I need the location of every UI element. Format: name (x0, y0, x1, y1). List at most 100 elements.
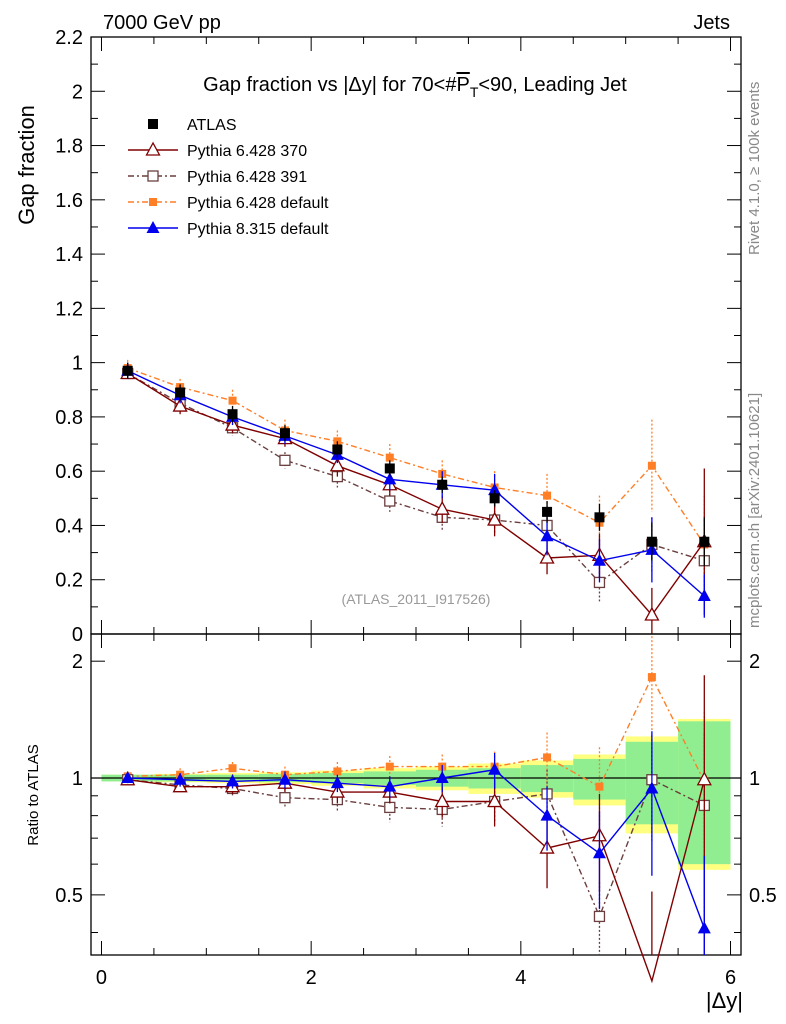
point-p370 (329, 457, 345, 472)
point-data (699, 536, 710, 547)
point-p6def (543, 491, 552, 500)
title-tail: <90, Leading Jet (478, 74, 627, 96)
point-data (542, 506, 553, 517)
point-p8 (697, 921, 711, 934)
series-line-p8 (127, 370, 705, 597)
point-p8 (697, 589, 711, 602)
legend-item-p6def: Pythia 6.428 default (128, 195, 329, 212)
analysis-watermark: (ATLAS_2011_I917526) (342, 591, 491, 607)
point-p391 (279, 454, 291, 466)
ratio-plot: 0.5 0.5 1 1 2 2 0 2 4 6 (55, 633, 777, 989)
point-data (175, 387, 186, 398)
series-p6def (123, 359, 709, 594)
point-p370 (644, 606, 660, 621)
point-p6def (595, 782, 604, 791)
legend-item-p370: Pythia 6.428 370 (128, 141, 307, 160)
legend-label: ATLAS (187, 117, 237, 134)
series-line-p6def (127, 675, 705, 788)
main-plot: 0 0.2 0.4 0.6 0.8 1 1.2 1.4 1.6 1.8 2 2.2 (55, 27, 742, 646)
ytick-label: 2.2 (55, 27, 83, 49)
point-p391 (593, 910, 606, 923)
legend-label: Pythia 6.428 391 (187, 169, 307, 186)
ratio-ytick-label: 2 (72, 651, 83, 673)
point-p8 (592, 553, 606, 566)
point-p6def (385, 453, 394, 462)
ytick-label: 1.2 (55, 298, 83, 320)
legend-item-p8: Pythia 8.315 default (128, 221, 329, 238)
point-p6def (228, 764, 237, 773)
mcplots-label: mcplots.cern.ch [arXiv:2401.10621] (746, 393, 763, 628)
point-p391 (279, 792, 291, 804)
point-data (279, 428, 290, 439)
point-p8 (488, 762, 502, 775)
ytick-label: 1.4 (55, 244, 83, 266)
legend: ATLAS Pythia 6.428 370 Pythia 6.428 391 Pyt… (128, 117, 329, 238)
series-line-p8 (127, 769, 705, 929)
ytick-label: 1.8 (55, 136, 83, 158)
series-line-p6def (127, 367, 705, 545)
legend-marker (149, 198, 157, 206)
point-p6def (385, 762, 394, 771)
ytick-label: 2 (72, 81, 83, 103)
ytick-label: 1.6 (55, 190, 83, 212)
point-data (384, 463, 395, 474)
legend-marker (147, 170, 159, 182)
point-p370 (696, 771, 712, 786)
point-data (437, 479, 448, 490)
ratio-ylabel: Ratio to ATLAS (25, 744, 42, 845)
ratio-xtick-label: 2 (306, 967, 317, 989)
legend-label: Pythia 6.428 370 (187, 143, 307, 160)
legend-item-data: ATLAS (148, 117, 237, 134)
series-line-p370 (127, 779, 705, 984)
point-p8 (540, 529, 554, 542)
point-p370 (487, 793, 503, 808)
point-p6def (647, 673, 656, 682)
series-line-p370 (127, 372, 705, 617)
header-left: 7000 GeV pp (103, 12, 221, 34)
point-data (332, 444, 343, 455)
series-line-p391 (127, 778, 705, 919)
series-line-p391 (127, 372, 705, 584)
point-p370 (434, 793, 450, 808)
legend-marker (145, 141, 161, 156)
series-data (122, 362, 710, 567)
header-right: Jets (693, 12, 730, 34)
ratio-ytick-label-right: 1 (749, 768, 760, 790)
point-p370 (172, 397, 188, 412)
point-p391 (384, 495, 396, 507)
ratio-ytick-label-right: 0.5 (749, 885, 777, 907)
title-main: Gap fraction vs |Δy| for 70<# (203, 74, 457, 96)
point-p8 (121, 771, 135, 784)
point-data (489, 493, 500, 504)
point-p391 (384, 801, 396, 814)
ytick-label: 0.6 (55, 461, 83, 483)
ratio-xtick-label: 4 (515, 967, 526, 989)
point-p6def (228, 396, 237, 405)
ratio-ytick-label: 0.5 (55, 885, 83, 907)
point-p8 (540, 808, 554, 821)
point-p8 (488, 483, 502, 496)
point-p8 (592, 846, 606, 859)
point-p8 (173, 772, 187, 785)
ytick-label: 0.8 (55, 407, 83, 429)
ratio-xtick-label: 6 (725, 967, 736, 989)
point-p8 (645, 781, 659, 794)
ytick-label: 0 (72, 624, 83, 646)
point-p8 (435, 771, 449, 784)
ratio-xtick-label: 0 (96, 967, 107, 989)
point-data (646, 536, 657, 547)
plot-title: Gap fraction vs |Δy| for 70<#PT<90, Lead… (203, 74, 627, 100)
point-data (594, 512, 605, 523)
ytick-label: 1 (72, 353, 83, 375)
ratio-ytick-label-right: 2 (749, 651, 760, 673)
ytick-label: 0.4 (55, 515, 83, 537)
rivet-label: Rivet 4.1.0, ≥ 100k events (746, 82, 763, 255)
legend-marker (146, 221, 160, 233)
point-p370 (539, 549, 555, 564)
legend-label: Pythia 6.428 default (187, 195, 329, 212)
main-ylabel: Gap fraction (14, 105, 39, 225)
legend-marker (148, 119, 158, 129)
point-p8 (226, 774, 240, 787)
title-p: P (456, 74, 469, 96)
